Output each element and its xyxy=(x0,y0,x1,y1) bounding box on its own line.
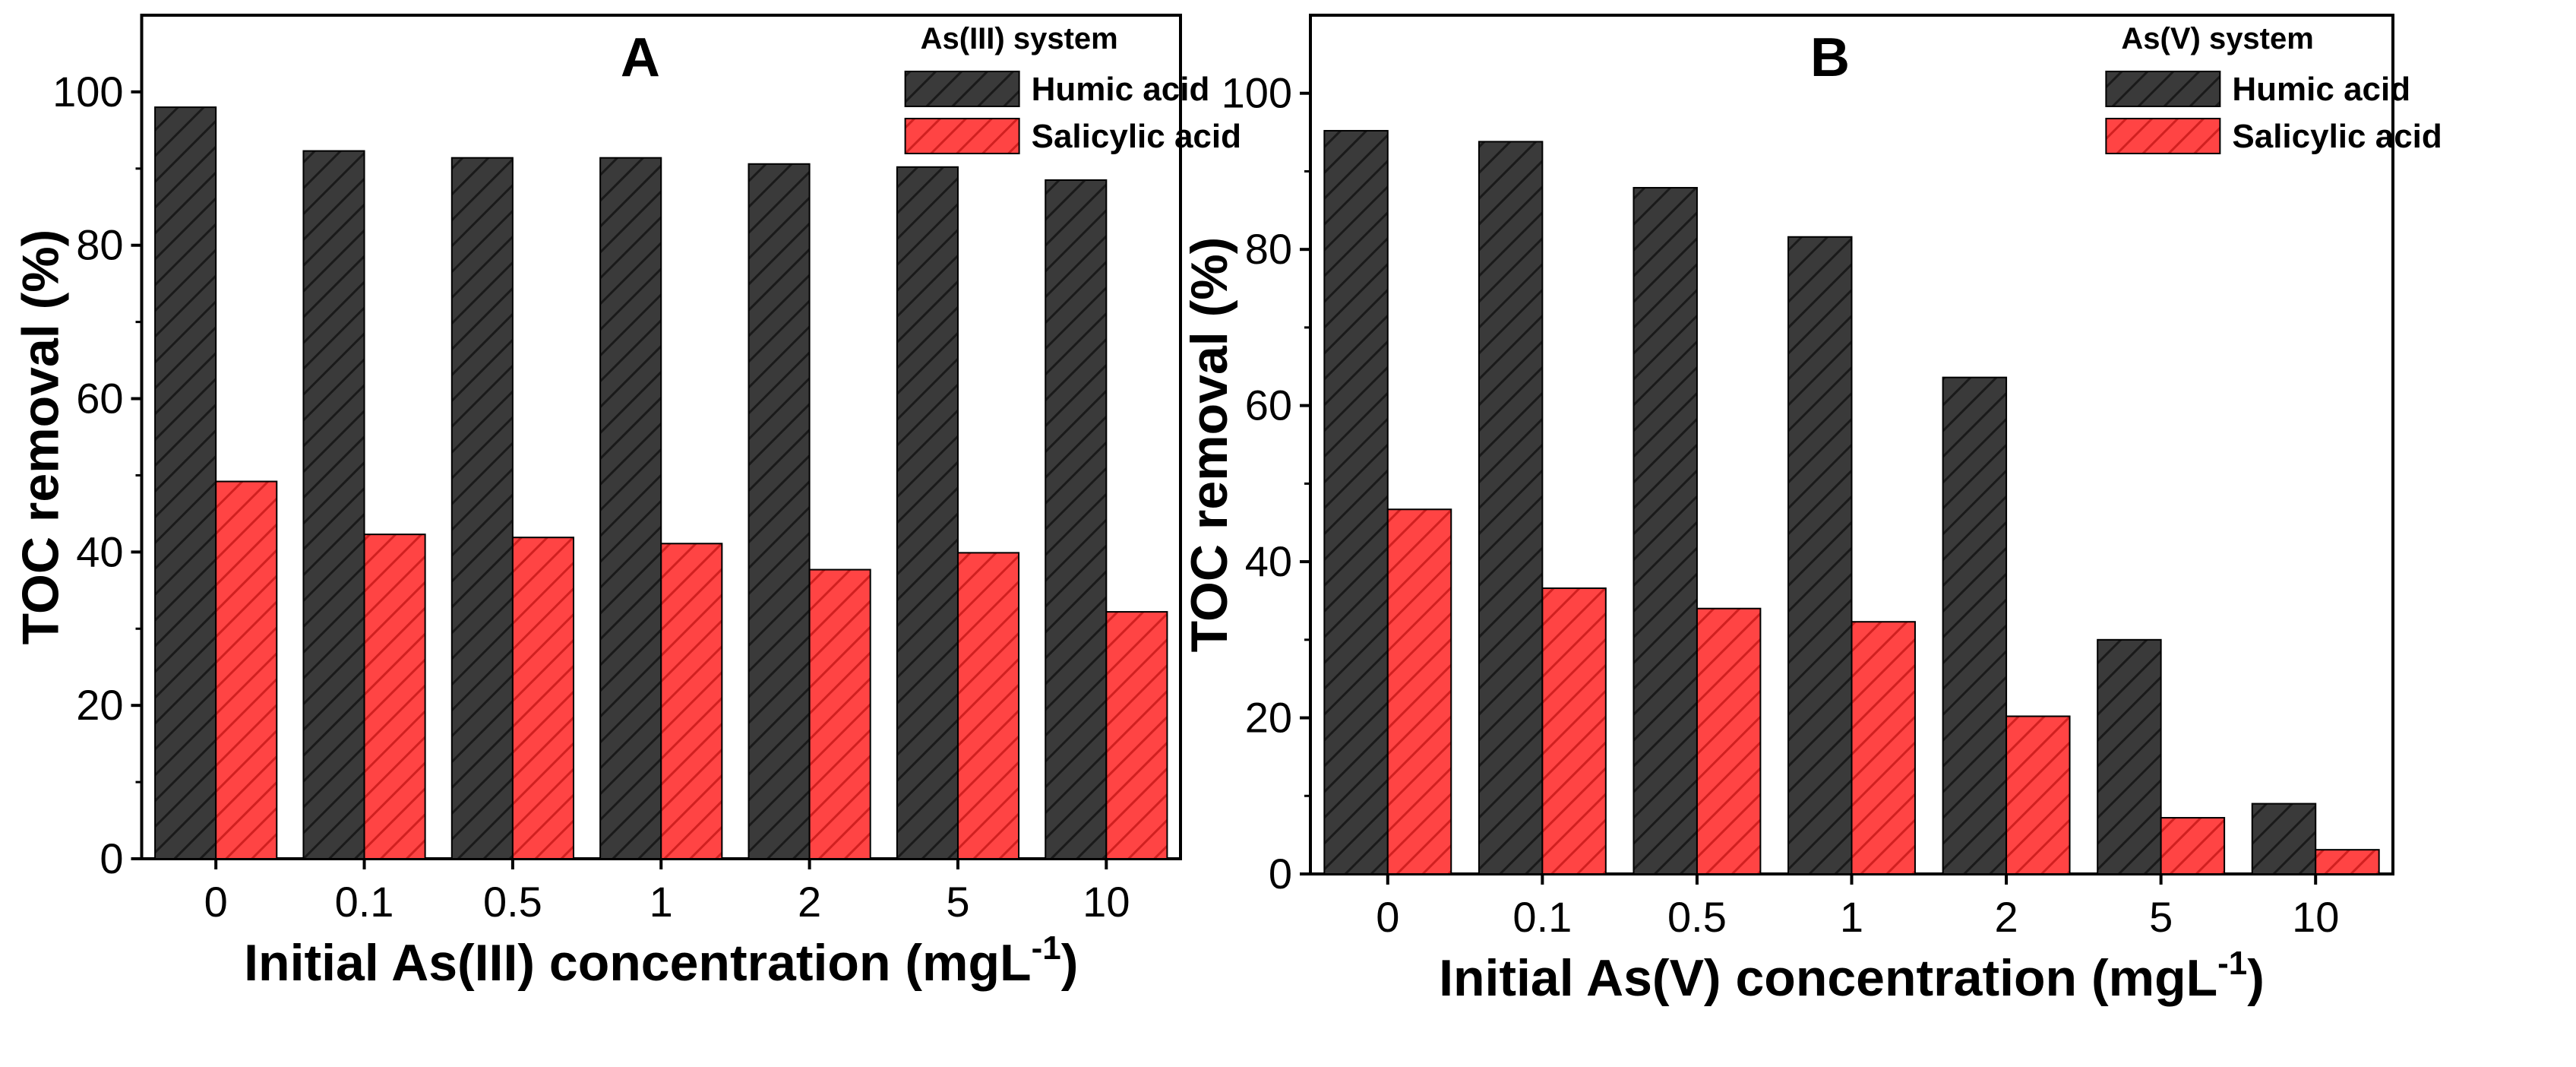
x-tick-label-b-3: 1 xyxy=(1840,893,1863,941)
bar-a-humic-acid-2 xyxy=(450,157,514,860)
chart-panel-b: 0 20 40 60 80 100 0 0.1 0.5 1 2 5 10 Initial As(V) co… xyxy=(1181,14,2442,1007)
legend-swatch-a-1 xyxy=(904,118,1020,154)
y-tick-label-a-20: 20 xyxy=(76,681,123,729)
x-axis-title-a: Initial As(III) concentration (mgL-1) xyxy=(244,929,1078,992)
x-tick-label-b-6: 10 xyxy=(2292,893,2339,941)
legend-swatch-b-1 xyxy=(2105,118,2221,154)
legend-entry-b-1: Salicylic acid xyxy=(2232,118,2442,155)
bar-a-salicylic-acid-5 xyxy=(956,552,1020,860)
legend-title-b: As(V) system xyxy=(2121,22,2313,55)
y-tick-label-b-60: 60 xyxy=(1245,382,1292,429)
bar-a-humic-acid-0 xyxy=(154,106,217,860)
y-tick-label-a-60: 60 xyxy=(76,375,123,423)
x-tick-label-a-1: 0.1 xyxy=(335,878,394,926)
y-tick-label-b-0: 0 xyxy=(1269,850,1292,898)
x-tick-label-a-3: 1 xyxy=(650,878,673,926)
y-tick-label-b-80: 80 xyxy=(1245,225,1292,273)
legend-swatch-a-0 xyxy=(904,71,1020,107)
y-tick-label-a-40: 40 xyxy=(76,527,123,575)
bar-b-humic-acid-6 xyxy=(2251,803,2317,875)
y-tick-label-b-40: 40 xyxy=(1245,537,1292,585)
bar-a-salicylic-acid-1 xyxy=(363,534,426,860)
y-tick-label-b-20: 20 xyxy=(1245,694,1292,742)
bar-b-salicylic-acid-6 xyxy=(2315,849,2380,875)
bar-b-humic-acid-2 xyxy=(1633,187,1698,875)
x-axis-title-b: Initial As(V) concentration (mgL-1) xyxy=(1439,945,2265,1007)
bar-b-humic-acid-4 xyxy=(1942,376,2008,875)
x-tick-label-a-5: 5 xyxy=(946,878,969,926)
bar-a-salicylic-acid-0 xyxy=(215,480,278,860)
legend-title-a: As(III) system xyxy=(921,22,1118,55)
x-tick-label-b-0: 0 xyxy=(1376,893,1399,941)
bar-a-salicylic-acid-4 xyxy=(808,568,871,860)
bar-b-humic-acid-5 xyxy=(2097,638,2162,875)
x-tick-label-a-6: 10 xyxy=(1083,878,1130,926)
bar-a-humic-acid-4 xyxy=(748,163,811,860)
bar-a-humic-acid-5 xyxy=(896,166,959,860)
bar-b-humic-acid-0 xyxy=(1323,130,1389,875)
bar-b-salicylic-acid-3 xyxy=(1851,621,1916,875)
x-tick-label-b-1: 0.1 xyxy=(1512,893,1572,941)
legend-swatch-b-0 xyxy=(2105,71,2221,107)
panel-label-a: A xyxy=(621,27,660,88)
legend-entry-b-0: Humic acid xyxy=(2232,71,2410,108)
y-axis-title-a: TOC removal (%) xyxy=(12,230,70,645)
bar-a-salicylic-acid-3 xyxy=(660,543,723,860)
legend-entry-a-0: Humic acid xyxy=(1032,71,1210,108)
bar-b-humic-acid-3 xyxy=(1787,236,1853,875)
x-tick-label-a-4: 2 xyxy=(798,878,821,926)
bar-b-salicylic-acid-5 xyxy=(2160,817,2226,875)
bar-b-salicylic-acid-2 xyxy=(1696,607,1762,875)
x-tick-label-b-5: 5 xyxy=(2149,893,2173,941)
bar-b-humic-acid-1 xyxy=(1478,141,1544,875)
y-axis-title-b: TOC removal (%) xyxy=(1181,237,1238,653)
bar-b-salicylic-acid-1 xyxy=(1541,587,1607,875)
bar-b-salicylic-acid-0 xyxy=(1386,508,1452,875)
bar-a-salicylic-acid-2 xyxy=(511,537,574,860)
bar-a-humic-acid-6 xyxy=(1045,179,1108,860)
x-tick-label-a-2: 0.5 xyxy=(483,878,542,926)
y-tick-label-b-100: 100 xyxy=(1222,69,1292,117)
y-tick-label-a-0: 0 xyxy=(100,834,123,882)
x-tick-label-a-0: 0 xyxy=(204,878,228,926)
x-tick-label-b-2: 0.5 xyxy=(1667,893,1727,941)
bar-a-humic-acid-3 xyxy=(599,157,662,860)
x-tick-label-b-4: 2 xyxy=(1994,893,2018,941)
bar-b-salicylic-acid-4 xyxy=(2005,715,2071,875)
y-tick-label-a-80: 80 xyxy=(76,221,123,269)
y-tick-label-a-100: 100 xyxy=(52,68,123,116)
panel-label-b: B xyxy=(1810,27,1850,88)
bar-a-salicylic-acid-6 xyxy=(1105,611,1168,860)
bar-a-humic-acid-1 xyxy=(302,150,365,860)
legend-entry-a-1: Salicylic acid xyxy=(1032,118,1241,155)
